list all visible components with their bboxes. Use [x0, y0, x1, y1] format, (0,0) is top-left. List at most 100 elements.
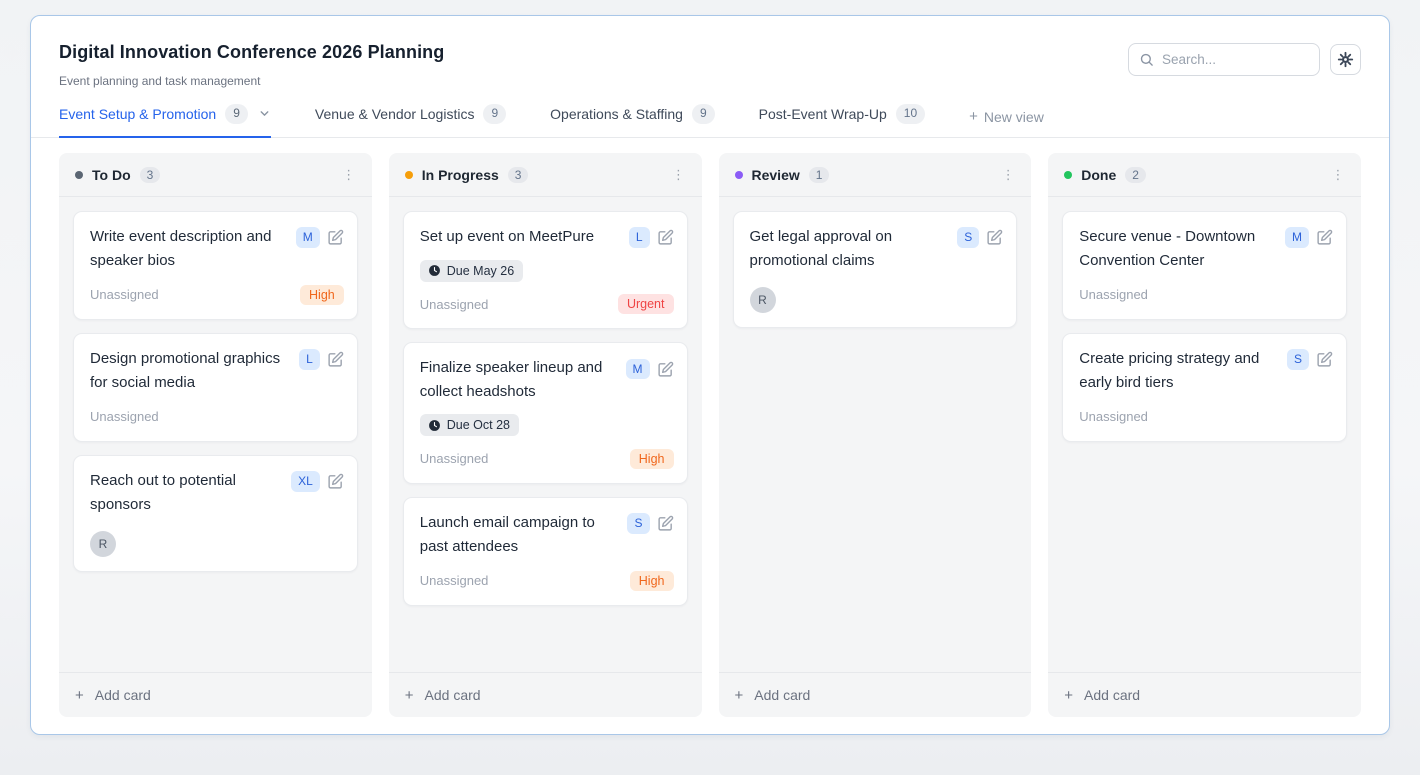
card-top-row: Create pricing strategy and early bird t… [1079, 347, 1333, 395]
assignee-label: Unassigned [419, 296, 489, 312]
tab-count-badge: 10 [895, 104, 926, 124]
title-block: Digital Innovation Conference 2026 Plann… [59, 42, 444, 88]
edit-icon [328, 473, 344, 489]
avatar[interactable]: R [749, 286, 776, 313]
column-cards: Get legal approval on promotional claims… [719, 197, 1032, 672]
card-footer: Unassigned High [90, 284, 344, 305]
size-badge: S [1286, 349, 1309, 370]
add-card-label: Add card [94, 687, 151, 703]
task-card[interactable]: Finalize speaker lineup and collect head… [402, 342, 688, 484]
tab-event-setup-promotion[interactable]: Event Setup & Promotion 9 [59, 104, 271, 138]
card-footer: Unassigned [1079, 285, 1333, 305]
search-box[interactable] [1128, 43, 1320, 76]
tab-count-badge: 9 [225, 104, 248, 124]
card-top-row: Launch email campaign to past attendees S [420, 511, 674, 559]
column-name: Done [1081, 166, 1117, 183]
column-header: Done 2 ⋮ [1048, 153, 1361, 197]
kanban-board: To Do 3 ⋮ Write event description and speak… [31, 138, 1389, 734]
card-footer: Unassigned Urgent [419, 294, 674, 315]
edit-icon [657, 515, 673, 531]
column-cards: Secure venue - Downtown Convention Cente… [1048, 197, 1361, 672]
due-date-label: Due May 26 [446, 263, 515, 278]
due-date-chip: Due May 26 [419, 259, 524, 282]
edit-icon [1317, 229, 1333, 245]
column-menu-icon[interactable]: ⋮ [672, 167, 685, 183]
task-card[interactable]: Reach out to potential sponsors XL R [73, 454, 358, 572]
new-view-button[interactable]: + New view [969, 109, 1044, 137]
clock-icon [428, 419, 440, 431]
column-in-progress: In Progress 3 ⋮ Set up event on MeetPure L Du… [388, 152, 702, 717]
card-top-row: Get legal approval on promotional claims… [750, 225, 1004, 273]
search-input[interactable] [1162, 52, 1309, 67]
task-card[interactable]: Design promotional graphics for social m… [73, 332, 358, 442]
edit-icon [1317, 351, 1333, 367]
card-footer: R [90, 529, 344, 557]
clock-icon [428, 265, 440, 277]
task-card[interactable]: Launch email campaign to past attendees S… [402, 496, 688, 606]
column-menu-icon[interactable]: ⋮ [1001, 167, 1015, 183]
edit-icon [657, 361, 673, 377]
task-card[interactable]: Set up event on MeetPure L Due May 26 Unass… [402, 210, 688, 330]
task-card[interactable]: Create pricing strategy and early bird t… [1062, 332, 1347, 442]
task-card[interactable]: Write event description and speaker bios… [73, 210, 358, 320]
page-subtitle: Event planning and task management [59, 74, 261, 88]
app-window: Digital Innovation Conference 2026 Plann… [30, 15, 1390, 735]
assignee-label: Unassigned [90, 409, 159, 425]
priority-badge: High [629, 448, 674, 469]
edit-card-button[interactable] [327, 229, 344, 246]
tab-post-event-wrap-up[interactable]: Post-Event Wrap-Up 10 [759, 104, 926, 138]
add-card-button[interactable]: + Add card [59, 672, 372, 717]
avatar[interactable]: R [90, 530, 116, 557]
card-footer: Unassigned [90, 407, 344, 427]
card-top-row: Design promotional graphics for social m… [90, 347, 344, 395]
task-card[interactable]: Get legal approval on promotional claims… [732, 210, 1018, 328]
column-menu-icon[interactable]: ⋮ [342, 167, 356, 183]
size-badge: XL [291, 471, 320, 492]
edit-card-button[interactable] [657, 361, 674, 378]
column-count-badge: 1 [808, 166, 830, 183]
add-card-button[interactable]: + Add card [388, 672, 702, 717]
card-title: Secure venue - Downtown Convention Cente… [1079, 227, 1256, 269]
edit-card-button[interactable] [657, 229, 674, 246]
add-card-button[interactable]: + Add card [718, 672, 1032, 717]
card-footer: Unassigned High [420, 570, 674, 591]
edit-card-button[interactable] [327, 351, 344, 368]
edit-card-button[interactable] [1316, 229, 1333, 246]
size-badge: L [299, 349, 320, 370]
size-badge: S [627, 513, 650, 534]
plus-icon: + [1064, 686, 1074, 704]
column-name: Review [751, 166, 800, 183]
gear-icon [1337, 51, 1354, 68]
priority-badge: High [300, 284, 344, 305]
task-card[interactable]: Secure venue - Downtown Convention Cente… [1062, 210, 1347, 320]
column-status-dot [404, 170, 413, 179]
tab-count-badge: 9 [483, 104, 507, 124]
add-card-button[interactable]: + Add card [1048, 672, 1361, 717]
column-status-dot [1064, 170, 1073, 179]
assignee-label: Unassigned [1079, 287, 1148, 303]
card-actions: M [295, 226, 344, 250]
edit-icon [328, 229, 344, 245]
edit-icon [328, 351, 344, 367]
tab-operations-staffing[interactable]: Operations & Staffing 9 [550, 104, 715, 138]
card-title: Set up event on MeetPure [419, 227, 595, 245]
tab-label: Venue & Vendor Logistics [314, 105, 475, 122]
card-title: Reach out to potential sponsors [90, 471, 236, 513]
priority-badge: Urgent [617, 294, 674, 315]
assignee-label: Unassigned [90, 287, 159, 303]
tab-venue-vendor-logistics[interactable]: Venue & Vendor Logistics 9 [314, 104, 507, 138]
edit-card-button[interactable] [986, 229, 1003, 246]
due-date-chip: Due Oct 28 [419, 414, 519, 437]
edit-card-button[interactable] [327, 473, 344, 490]
header-actions [1128, 43, 1361, 76]
chevron-down-icon[interactable] [258, 107, 271, 120]
edit-card-button[interactable] [1316, 351, 1333, 368]
settings-button[interactable] [1330, 44, 1361, 75]
size-badge: M [295, 227, 320, 248]
card-top-row: Set up event on MeetPure L [420, 225, 674, 250]
card-actions: M [625, 357, 674, 381]
edit-card-button[interactable] [657, 515, 674, 532]
card-footer: R [749, 285, 1004, 313]
plus-icon: + [75, 686, 84, 704]
column-menu-icon[interactable]: ⋮ [1331, 167, 1345, 183]
